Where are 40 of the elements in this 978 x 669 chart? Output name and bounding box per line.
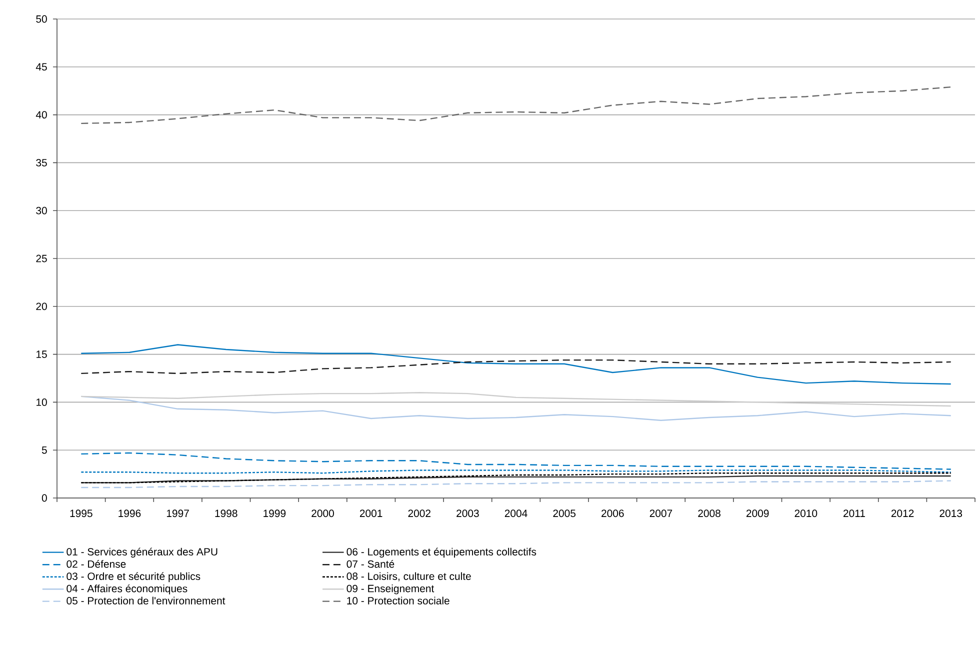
legend-label: 07 - Santé <box>346 560 394 568</box>
x-tick-label: 1996 <box>118 510 141 518</box>
x-tick-label: 2011 <box>844 510 865 518</box>
x-tick-label: 2001 <box>360 510 382 518</box>
x-tick-label: 1995 <box>70 510 92 518</box>
x-tick-label: 1999 <box>264 510 286 518</box>
y-tick-label: 20 <box>36 302 47 310</box>
x-tick-label: 1997 <box>166 510 189 518</box>
x-tick-label: 2007 <box>650 510 672 518</box>
legend-label: 02 - Défense <box>66 560 126 568</box>
legend-label: 09 - Enseignement <box>346 584 434 594</box>
y-tick-label: 15 <box>36 350 47 358</box>
x-tick-label: 2005 <box>553 510 576 518</box>
y-tick-label: 0 <box>42 494 47 502</box>
y-tick-label: 40 <box>36 111 47 119</box>
legend-label: 03 - Ordre et sécurité publics <box>66 572 200 582</box>
y-tick-label: 10 <box>36 398 47 406</box>
x-tick-label: 1998 <box>215 510 238 518</box>
x-tick-label: 2006 <box>602 510 624 518</box>
y-tick-label: 25 <box>36 254 47 262</box>
x-tick-label: 2004 <box>504 510 528 518</box>
legend-label: 04 - Affaires économiques <box>66 584 188 594</box>
y-tick-label: 5 <box>42 446 47 454</box>
x-tick-label: 2000 <box>312 510 334 518</box>
y-tick-label: 35 <box>36 159 47 166</box>
y-tick-label: 45 <box>36 63 47 71</box>
legend-label: 08 - Loisirs, culture et culte <box>346 572 471 582</box>
legend-label: 01 - Services généraux des APU <box>66 548 218 558</box>
x-tick-label: 2013 <box>940 510 962 518</box>
x-tick-label: 2002 <box>408 510 430 518</box>
x-tick-label: 2009 <box>746 510 769 518</box>
x-tick-label: 2008 <box>698 510 720 518</box>
y-tick-label: 50 <box>36 15 47 23</box>
x-tick-label: 2003 <box>456 510 479 518</box>
x-tick-label: 2010 <box>794 510 818 518</box>
y-tick-label: 30 <box>36 206 47 214</box>
x-tick-label: 2012 <box>891 510 914 518</box>
legend-label: 06 - Logements et équipements collectifs <box>346 548 536 558</box>
legend-label: 05 - Protection de l'environnement <box>66 596 226 604</box>
legend-label: 10 - Protection sociale <box>347 596 450 604</box>
